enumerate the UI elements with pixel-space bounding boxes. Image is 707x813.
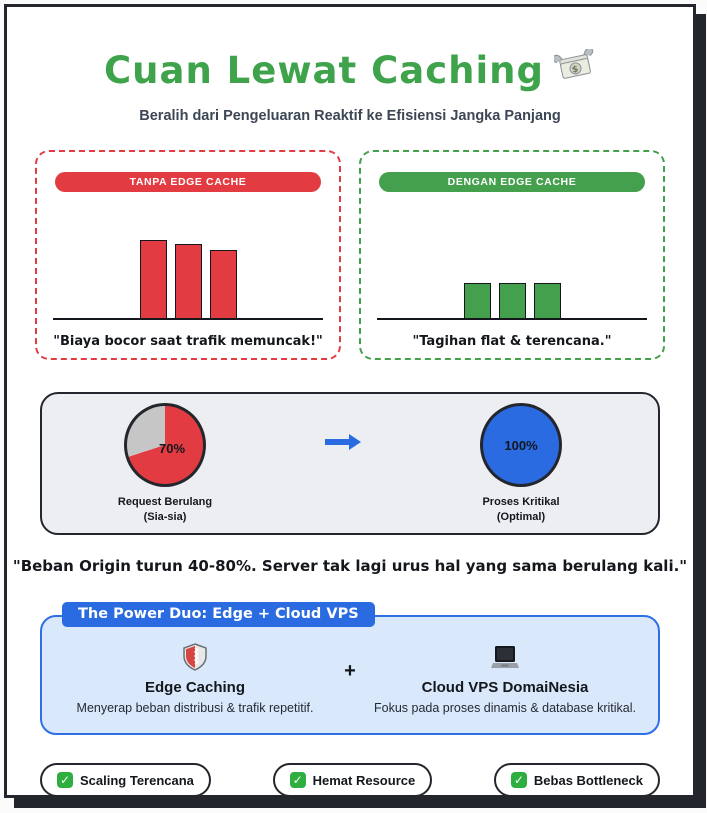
cloud-vps-column: Cloud VPS DomaiNesia Fokus pada proses d… — [370, 641, 640, 715]
edge-caching-column: Edge Caching Menyerap beban distribusi &… — [60, 641, 330, 715]
cloud-vps-desc: Fokus pada proses dinamis & database kri… — [374, 701, 636, 715]
critical-process-pie-group: 100% Proses Kritikal (Optimal) — [446, 403, 596, 524]
badge-hemat-resource: ✓ Hemat Resource — [272, 763, 433, 797]
comparison-section: TANPA EDGE CACHE "Biaya bocor saat trafi… — [35, 150, 665, 360]
bar — [463, 283, 491, 318]
with-cache-bar-chart — [377, 208, 647, 320]
repeated-requests-pie-label: Request Berulang (Sia-sia) — [117, 496, 213, 523]
critical-process-pie-value: 100% — [504, 437, 538, 453]
impact-panel: 70% Request Berulang (Sia-sia) 100% Pros… — [40, 392, 660, 535]
badge-label: Bebas Bottleneck — [533, 772, 643, 788]
page-title: Cuan Lewat Caching $ — [104, 47, 596, 92]
badge-label: Hemat Resource — [312, 772, 416, 788]
power-duo-tab: The Power Duo: Edge + Cloud VPS — [62, 602, 375, 627]
bar — [174, 244, 202, 318]
power-duo-box: The Power Duo: Edge + Cloud VPS Edge Cac… — [40, 602, 660, 735]
impact-quote: "Beban Origin turun 40-80%. Server tak l… — [12, 557, 688, 575]
badge-label: Scaling Terencana — [80, 772, 194, 788]
cloud-vps-name: Cloud VPS DomaiNesia — [421, 679, 589, 696]
bar — [533, 283, 561, 318]
badge-scaling-terencana: ✓ Scaling Terencana — [40, 763, 211, 797]
plus-sign: + — [344, 659, 356, 682]
without-cache-header: TANPA EDGE CACHE — [55, 172, 321, 192]
bar — [498, 283, 526, 318]
with-cache-box: DENGAN EDGE CACHE "Tagihan flat & terenc… — [359, 150, 665, 360]
without-cache-caption: "Biaya bocor saat trafik memuncak!" — [53, 334, 323, 349]
benefit-badges: ✓ Scaling Terencana ✓ Hemat Resource ✓ B… — [40, 763, 660, 797]
with-cache-header: DENGAN EDGE CACHE — [379, 172, 645, 192]
page-subtitle: Beralih dari Pengeluaran Reaktif ke Efis… — [139, 108, 561, 124]
money-with-wings-icon: $ — [551, 47, 596, 92]
with-cache-caption: "Tagihan flat & terencana." — [412, 334, 612, 349]
badge-bebas-bottleneck: ✓ Bebas Bottleneck — [493, 763, 660, 797]
edge-caching-name: Edge Caching — [144, 679, 245, 696]
critical-process-pie: 100% — [480, 403, 562, 488]
critical-process-pie-label: Proses Kritikal (Optimal) — [482, 496, 560, 523]
check-icon: ✓ — [289, 772, 306, 788]
page-title-text: Cuan Lewat Caching — [104, 49, 544, 92]
check-icon: ✓ — [57, 772, 73, 788]
infographic-card: Cuan Lewat Caching $ Beralih dari Pengel… — [4, 4, 696, 798]
check-icon: ✓ — [510, 772, 527, 788]
repeated-requests-pie-value: 70% — [158, 440, 186, 456]
repeated-requests-pie-group: 70% Request Berulang (Sia-sia) — [90, 403, 240, 524]
bar — [209, 250, 237, 318]
svg-text:$: $ — [571, 64, 580, 75]
bar — [139, 240, 167, 318]
without-cache-bar-chart — [53, 208, 323, 320]
edge-caching-desc: Menyerap beban distribusi & trafik repet… — [76, 701, 314, 715]
shield-icon — [60, 641, 330, 671]
without-cache-box: TANPA EDGE CACHE "Biaya bocor saat trafi… — [35, 150, 341, 360]
right-arrow-icon — [322, 432, 364, 457]
repeated-requests-pie: 70% — [124, 403, 206, 488]
laptop-icon — [370, 641, 640, 671]
